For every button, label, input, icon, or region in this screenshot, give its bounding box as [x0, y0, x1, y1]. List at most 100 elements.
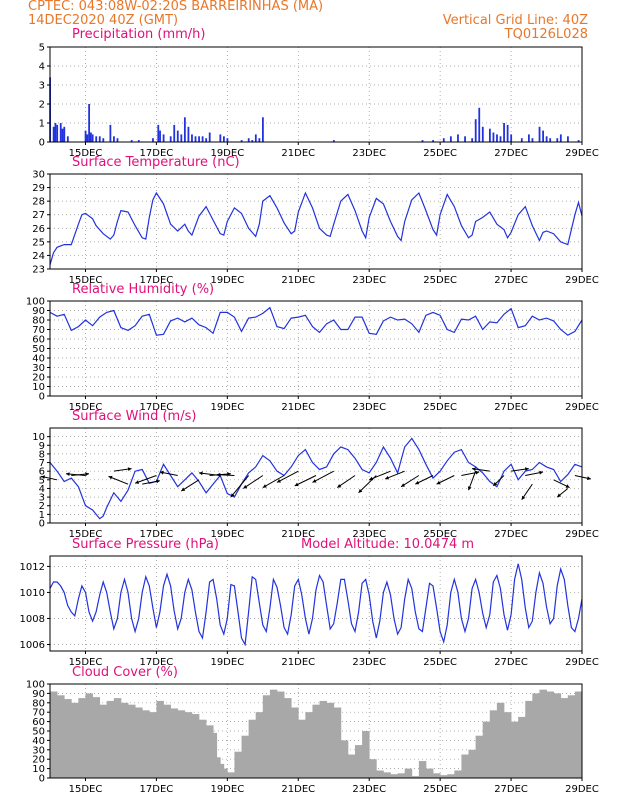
x-tick-label: 25DEC	[423, 657, 457, 668]
wind-vector-head	[587, 476, 591, 481]
y-tick-label: 60	[32, 717, 45, 728]
y-tick-label: 0	[39, 519, 45, 530]
precip-bar	[191, 134, 193, 142]
wind-vector-head	[521, 495, 526, 500]
cloud-cover-bar	[496, 702, 505, 778]
x-tick-label: 19DEC	[210, 529, 244, 540]
x-tick-label: 17DEC	[140, 148, 174, 159]
cloud-cover-bar	[376, 770, 384, 778]
precip-bar	[262, 117, 264, 142]
y-tick-label: 5	[39, 43, 45, 54]
station-info: CPTEC: 043:08W-02:20S BARREIRINHAS (MA)	[28, 0, 324, 14]
precip-bar	[152, 138, 154, 142]
cloud-cover-bar	[440, 775, 448, 778]
cloud-cover-bar	[99, 704, 108, 778]
y-tick-label: 1008	[20, 614, 45, 625]
cloud-cover-bar	[85, 693, 93, 778]
x-tick-label: 15DEC	[69, 275, 103, 286]
precip-bar	[180, 134, 183, 142]
x-tick-label: 21DEC	[281, 148, 315, 159]
panel-title: Precipitation (mm/h)	[72, 27, 205, 42]
x-tick-label: 29DEC	[565, 148, 599, 159]
x-tick-label: 17DEC	[140, 275, 174, 286]
wind-vector-head	[385, 475, 390, 480]
precip-bar	[247, 138, 250, 142]
cloud-cover-bar	[340, 740, 349, 778]
precip-bar	[488, 128, 491, 142]
cloud-cover-bar	[184, 712, 193, 778]
cloud-cover-bar	[234, 751, 242, 778]
wind-vector	[243, 475, 264, 489]
x-tick-label: 27DEC	[494, 275, 528, 286]
cloud-cover-bar	[50, 691, 58, 778]
precip-bar	[113, 136, 115, 142]
wind-vector-head	[85, 472, 89, 476]
y-tick-label: 50	[32, 727, 45, 738]
precip-bar	[538, 126, 541, 142]
wind-vector-head	[41, 475, 45, 479]
x-tick-label: 15DEC	[69, 529, 103, 540]
y-tick-label: 10	[32, 764, 45, 775]
wind-vector-head	[565, 484, 570, 488]
panel-title: Surface Temperature (nC)	[72, 155, 240, 170]
y-tick-label: 4	[39, 484, 45, 495]
x-tick-label: 25DEC	[423, 784, 457, 795]
wind-vector-head	[475, 470, 480, 475]
precip-bar	[98, 136, 101, 142]
cloud-cover-bar	[433, 773, 441, 778]
cloud-cover-bar	[305, 712, 313, 778]
panel-temp: 23 24 25 26 27 28 29 30 15DEC 17DEC 19DEC 21DEC 23DE…	[32, 155, 599, 286]
cloud-cover-bar	[262, 695, 271, 778]
precip-bar	[506, 124, 509, 142]
y-tick-label: 27	[32, 210, 45, 221]
wind-vector-head	[369, 476, 374, 481]
rh-series-line	[49, 306, 583, 336]
y-tick-label: 30	[32, 363, 45, 374]
wind-vector-head	[230, 493, 235, 498]
cloud-cover-bar	[92, 697, 101, 778]
cloud-cover-bar	[216, 757, 221, 778]
cloud-cover-bar	[369, 759, 377, 778]
precip-bar	[201, 136, 204, 142]
precip-bar	[88, 104, 91, 142]
y-tick-label: 7	[39, 458, 45, 469]
precip-bar	[109, 124, 112, 142]
precip-bar	[254, 134, 257, 142]
cloud-cover-bar	[220, 763, 225, 778]
plot-frame	[49, 555, 583, 652]
cloud-cover-bar	[390, 774, 398, 778]
cloud-cover-bar	[475, 735, 484, 778]
x-tick-label: 25DEC	[423, 148, 457, 159]
cloud-cover-bar	[241, 735, 250, 778]
wind-vector-head	[127, 467, 132, 471]
precip-bar	[481, 126, 484, 142]
y-tick-label: 70	[32, 325, 45, 336]
y-tick-label: 60	[32, 335, 45, 346]
cloud-cover-bar	[574, 691, 583, 778]
cloud-cover-bar	[227, 772, 235, 778]
x-tick-label: 27DEC	[494, 148, 528, 159]
y-tick-label: 1010	[20, 588, 45, 599]
temp-series-line	[49, 191, 583, 266]
wind-vector	[276, 470, 299, 483]
x-tick-label: 17DEC	[140, 402, 174, 413]
precip-bar	[332, 140, 335, 142]
plot-frame	[49, 46, 583, 143]
precip-bar	[159, 130, 161, 142]
cloud-cover-bar	[191, 714, 200, 778]
precip-bar	[157, 124, 160, 142]
precip-bar	[240, 140, 243, 142]
cloud-cover-bar	[64, 699, 72, 778]
precip-bar	[59, 123, 62, 142]
precip-bar	[187, 126, 190, 142]
cloud-cover-bar	[170, 708, 179, 778]
precip-bar	[471, 138, 474, 142]
x-tick-label: 23DEC	[352, 402, 386, 413]
cloud-cover-bar	[355, 745, 363, 778]
cloud-cover-bar	[128, 704, 136, 778]
cloud-cover-bar	[567, 695, 576, 778]
y-tick-label: 30	[32, 745, 45, 756]
cloud-cover-bar	[149, 712, 157, 778]
